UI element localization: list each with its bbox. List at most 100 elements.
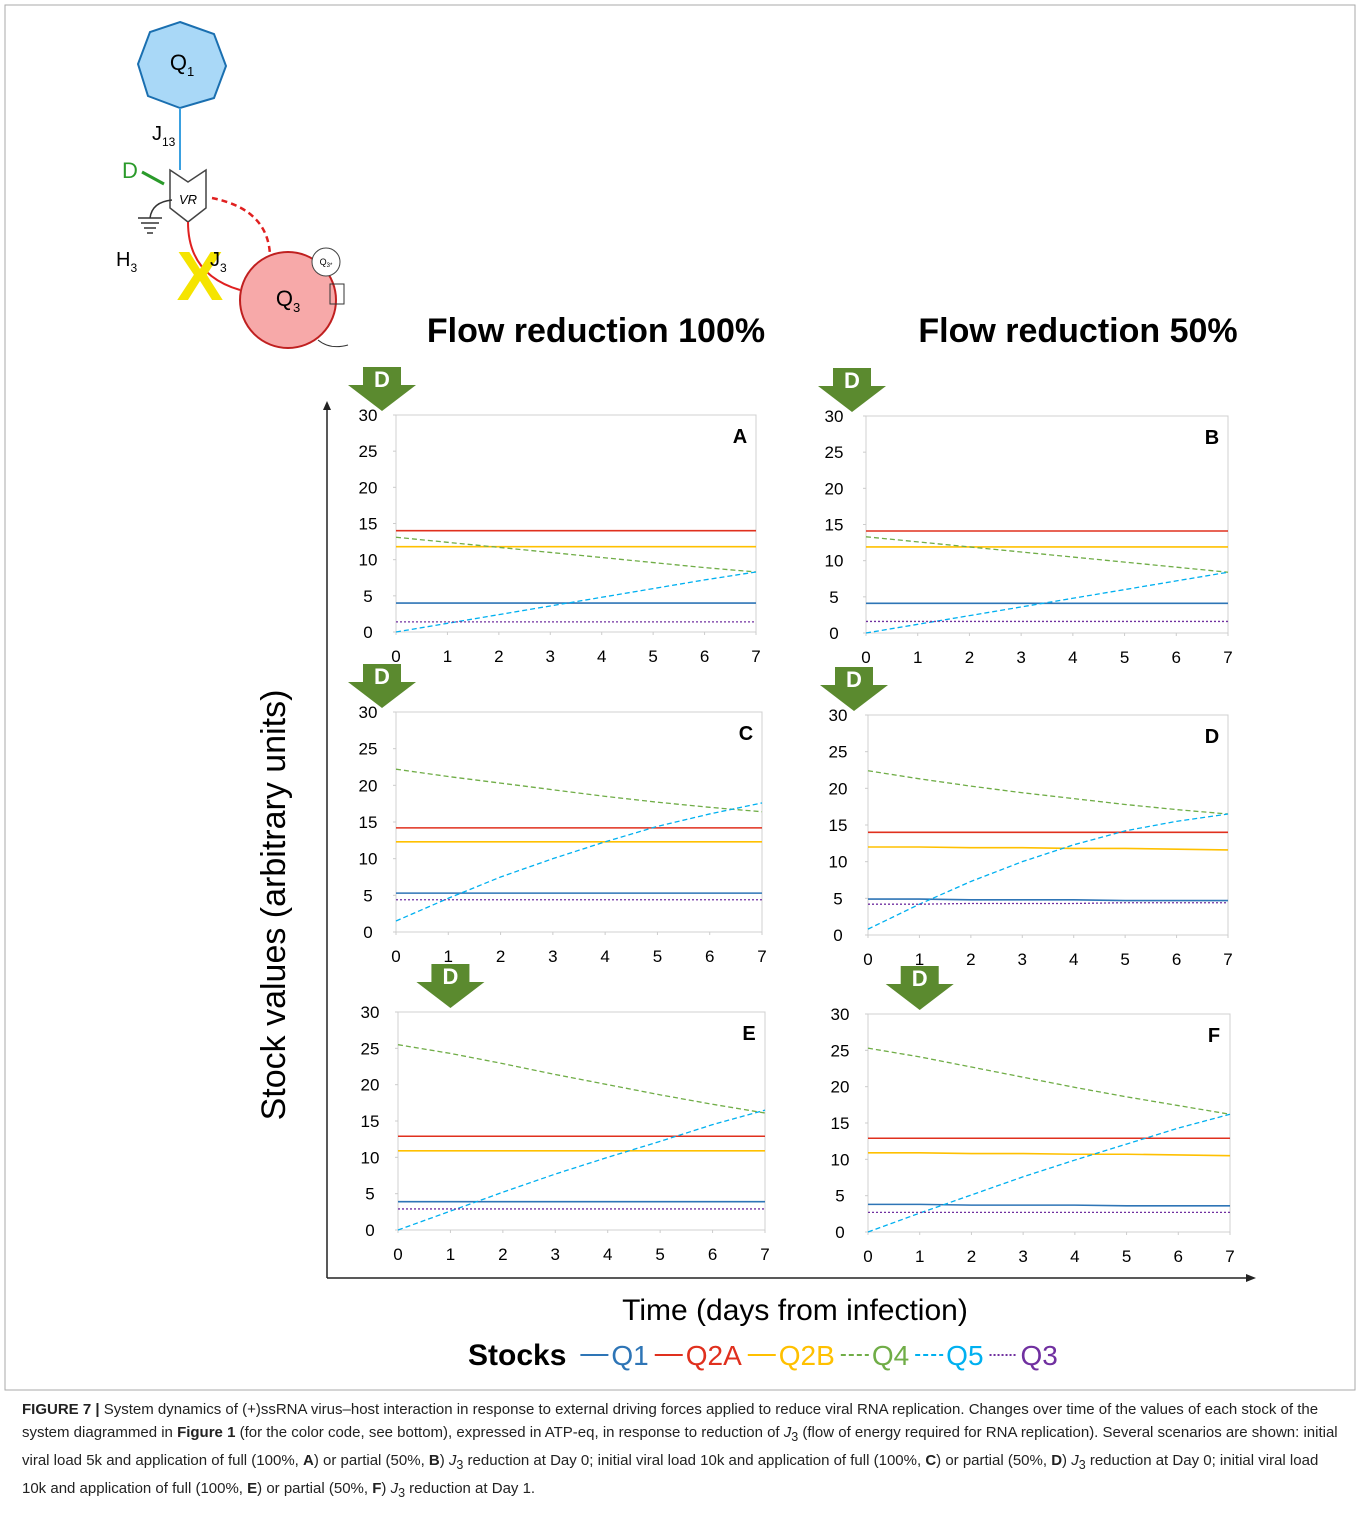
y-tick-label: 30 — [831, 1005, 850, 1024]
caption-text: ) — [440, 1452, 449, 1469]
dose-label: D — [912, 966, 928, 991]
y-tick-label: 0 — [833, 926, 842, 945]
x-axis-label: Time (days from infection) — [622, 1294, 968, 1327]
x-tick-label: 6 — [708, 1245, 717, 1264]
caption-text: ) or partial (50%, — [257, 1480, 372, 1497]
y-tick-label: 5 — [365, 1185, 374, 1204]
caption-text: (for the color code, see bottom), expres… — [235, 1424, 783, 1441]
x-tick-label: 7 — [1225, 1247, 1234, 1266]
caption-text: ) — [381, 1480, 390, 1497]
x-tick-label: 7 — [1223, 950, 1232, 969]
caption-text: B — [429, 1452, 440, 1469]
caption-text: A — [303, 1452, 314, 1469]
plot-frame — [868, 1014, 1230, 1232]
dose-label: D — [844, 368, 860, 393]
x-tick-label: 3 — [1018, 1247, 1027, 1266]
x-tick-label: 1 — [446, 1245, 455, 1264]
x-tick-label: 2 — [967, 1247, 976, 1266]
y-tick-label: 0 — [363, 923, 372, 942]
legend-label: Q3 — [1021, 1340, 1058, 1371]
x-tick-label: 2 — [498, 1245, 507, 1264]
x-tick-label: 5 — [1122, 1247, 1131, 1266]
caption-text: E — [247, 1480, 257, 1497]
caption-text: J — [391, 1480, 399, 1497]
caption-text: ) — [1062, 1452, 1071, 1469]
h3-label: H3 — [116, 249, 137, 275]
x-tick-label: 5 — [1120, 950, 1129, 969]
caption: FIGURE 7 | System dynamics of (+)ssRNA v… — [22, 1398, 1340, 1505]
series-line — [868, 1153, 1230, 1156]
series-line — [868, 814, 1228, 929]
x-tick-label: 5 — [655, 1245, 664, 1264]
x-tick-label: 3 — [546, 647, 555, 666]
vr-label: VR — [179, 192, 197, 207]
x-tick-label: 4 — [1070, 1247, 1079, 1266]
y-tick-label: 10 — [361, 1148, 380, 1167]
y-tick-label: 30 — [359, 703, 378, 722]
y-tick-label: 5 — [833, 889, 842, 908]
x-tick-label: 3 — [1018, 950, 1027, 969]
caption-text: ) or partial (50%, — [936, 1452, 1051, 1469]
x-tick-label: 1 — [443, 647, 452, 666]
panel-letter: F — [1208, 1025, 1220, 1047]
x-tick-label: 6 — [1172, 950, 1181, 969]
caption-text: C — [925, 1452, 936, 1469]
x-tick-label: 0 — [393, 1245, 402, 1264]
x-tick-label: 6 — [705, 947, 714, 966]
x-tick-label: 4 — [603, 1245, 612, 1264]
x-tick-label: 7 — [751, 647, 760, 666]
diagram: Q1 J13 VR D H3 X J3 Q3 Q3* — [116, 22, 348, 348]
plot-frame — [868, 715, 1228, 935]
x-tick-label: 5 — [648, 647, 657, 666]
y-tick-label: 5 — [363, 886, 372, 905]
y-tick-label: 10 — [825, 552, 844, 571]
caption-text: D — [1051, 1452, 1062, 1469]
y-tick-label: 20 — [825, 479, 844, 498]
y-tick-label: 5 — [363, 587, 372, 606]
x-tick-label: 5 — [1120, 648, 1129, 667]
caption-text: FIGURE 7 | — [22, 1401, 100, 1418]
x-tick-label: 0 — [863, 1247, 872, 1266]
y-tick-label: 20 — [361, 1076, 380, 1095]
y-tick-label: 15 — [829, 816, 848, 835]
y-tick-label: 5 — [829, 588, 838, 607]
y-tick-label: 10 — [829, 853, 848, 872]
x-tick-label: 4 — [1068, 648, 1077, 667]
series-line — [398, 1110, 765, 1230]
plot-frame — [396, 712, 762, 932]
legend-label: Q2B — [779, 1340, 835, 1371]
panel-letter: E — [742, 1023, 755, 1045]
y-tick-label: 25 — [359, 442, 378, 461]
series-line — [396, 803, 762, 921]
caption-text: reduction at Day 0; initial viral load 1… — [463, 1452, 925, 1469]
x-tick-label: 0 — [391, 947, 400, 966]
x-tick-label: 2 — [496, 947, 505, 966]
x-tick-label: 3 — [551, 1245, 560, 1264]
y-tick-label: 15 — [361, 1112, 380, 1131]
arrow-head — [323, 401, 331, 410]
y-tick-label: 0 — [363, 623, 372, 642]
x-tick-label: 6 — [700, 647, 709, 666]
y-tick-label: 25 — [829, 743, 848, 762]
x-tick-label: 2 — [494, 647, 503, 666]
d-label: D — [122, 158, 138, 183]
arrow-head — [1246, 1274, 1256, 1282]
x-tick-label: 0 — [863, 950, 872, 969]
x-tick-label: 7 — [1223, 648, 1232, 667]
column-title: Flow reduction 50% — [918, 312, 1237, 350]
y-tick-label: 15 — [359, 813, 378, 832]
y-tick-label: 0 — [829, 624, 838, 643]
y-tick-label: 30 — [825, 407, 844, 426]
y-tick-label: 15 — [825, 516, 844, 535]
x-tick-label: 2 — [965, 648, 974, 667]
series-line — [866, 537, 1228, 572]
y-tick-label: 5 — [835, 1187, 844, 1206]
caption-text: 3 — [1079, 1458, 1086, 1472]
y-tick-label: 25 — [359, 740, 378, 759]
y-tick-label: 30 — [361, 1003, 380, 1022]
j13-label: J13 — [152, 123, 176, 149]
series-line — [398, 1045, 765, 1113]
legend-title: Stocks — [468, 1339, 566, 1372]
dose-label: D — [442, 964, 458, 989]
series-line — [868, 1048, 1230, 1114]
